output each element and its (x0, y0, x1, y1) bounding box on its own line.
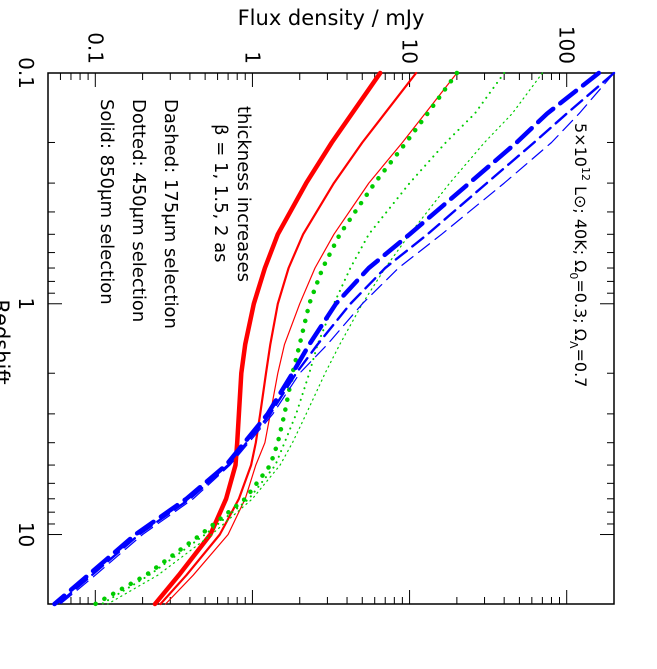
background (0, 3, 657, 666)
y-tick-label-0.1: 0.1 (83, 32, 107, 64)
y-tick-label-100: 100 (555, 26, 579, 64)
x-tick-label-10: 10 (14, 522, 38, 547)
series-line-8 (52, 70, 602, 607)
x-tick-label-1: 1 (14, 297, 38, 310)
beta-line-1: β = 1, 1.5, 2 as (210, 124, 231, 263)
legend-dashed: Dashed: 175μm selection (160, 99, 181, 329)
axis-ticks (47, 72, 615, 605)
series-line-5 (93, 70, 460, 607)
legend-dotted: Dotted: 450μm selection (128, 99, 149, 322)
y-axis-title: Flux density / mJy (238, 6, 425, 30)
series-line-4 (100, 72, 506, 605)
x-axis-title: Redshift (0, 299, 13, 384)
model-parameters: 5×1012 L⊙; 40K; Ω0=0.3; ΩΛ=0.7 (567, 123, 592, 387)
rotated-plot-group: 100 10 1 0.1 0.1 1 10 Redshift Flux dens… (0, 3, 657, 666)
beta-line-2: thickness increases (233, 106, 254, 282)
series-line-6 (59, 72, 615, 605)
series-layer (52, 70, 616, 607)
plot-frame (47, 72, 615, 605)
series-line-0 (165, 72, 458, 605)
y-tick-label-10: 10 (398, 39, 422, 64)
series-line-2 (152, 70, 383, 607)
series-line-7 (56, 71, 616, 606)
series-line-1 (159, 71, 418, 606)
y-tick-label-1: 1 (240, 51, 264, 64)
x-tick-label-0.1: 0.1 (14, 57, 38, 89)
legend-solid: Solid: 850μm selection (96, 99, 117, 305)
